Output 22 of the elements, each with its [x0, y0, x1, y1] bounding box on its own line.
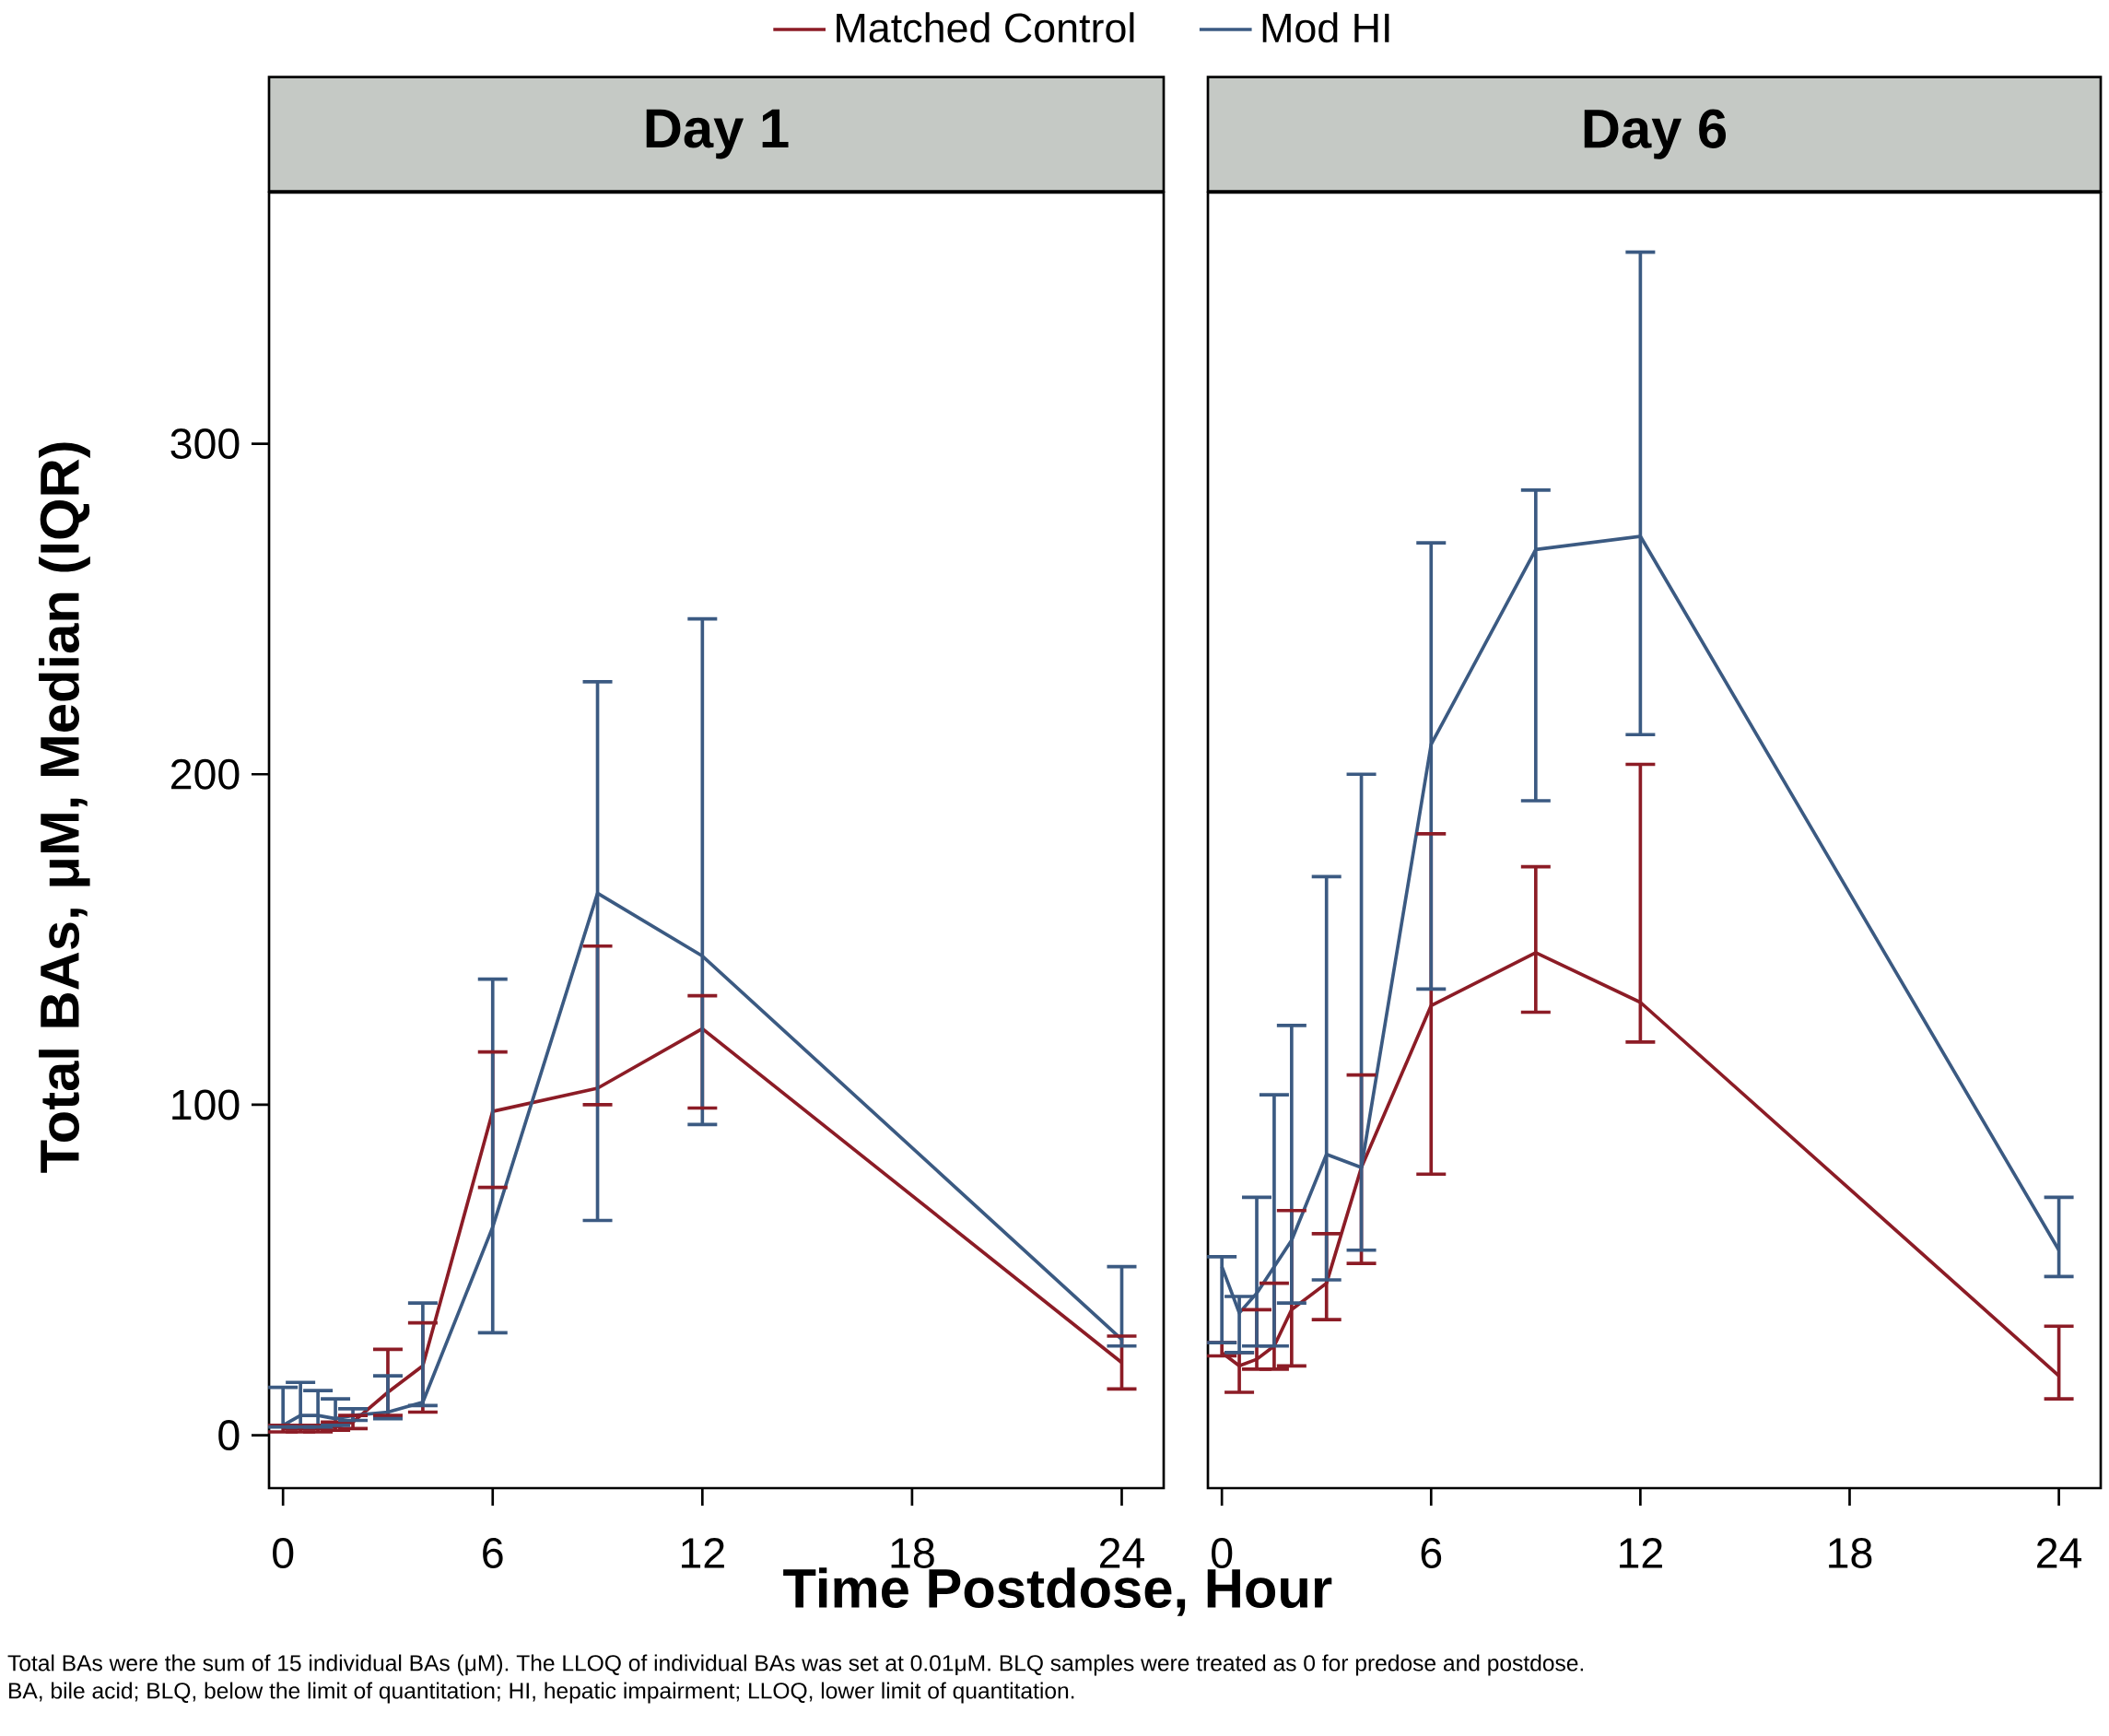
legend-label: Mod HI: [1262, 12, 1389, 43]
text: BA, bile acid; BLQ, below the limit of quantitation; HI, hepatic impairment; LLOQ, lower limit of quantitation.: [9, 1682, 1074, 1704]
x-tick-label: 0: [1212, 1538, 1233, 1568]
x-tick-label: 0: [273, 1538, 294, 1568]
x-tick-label: 18: [891, 1538, 934, 1568]
legend-label: Matched Control: [837, 12, 1134, 43]
x-tick-label: 6: [1421, 1538, 1442, 1568]
y-tick-label: 300: [170, 428, 240, 460]
x-tick-label: 18: [1829, 1538, 1872, 1568]
y-axis-title: Total BAs, μM, Median (IQR): [39, 442, 90, 1173]
chart-title: Day 6: [1584, 109, 1727, 159]
x-tick-label: 6: [483, 1538, 503, 1568]
chart-title: Day 1: [646, 109, 789, 159]
y-tick-label: 100: [172, 1089, 240, 1120]
x-tick-label: 24: [2037, 1538, 2082, 1568]
x-tick-label: 12: [682, 1538, 724, 1568]
y-tick-label: 0: [218, 1420, 240, 1451]
text: Total BAs were the sum of 15 individual BAs (μM). The LLOQ of individual BAs was set at 0.01μM. BLQ samples were treated as 0 for predose and postdose.: [7, 1654, 1584, 1676]
x-tick-label: 24: [1099, 1538, 1144, 1568]
x-axis-title: Time Postdose, Hour: [783, 1567, 1332, 1616]
x-tick-label: 12: [1620, 1538, 1662, 1568]
y-tick-label: 200: [171, 758, 240, 790]
